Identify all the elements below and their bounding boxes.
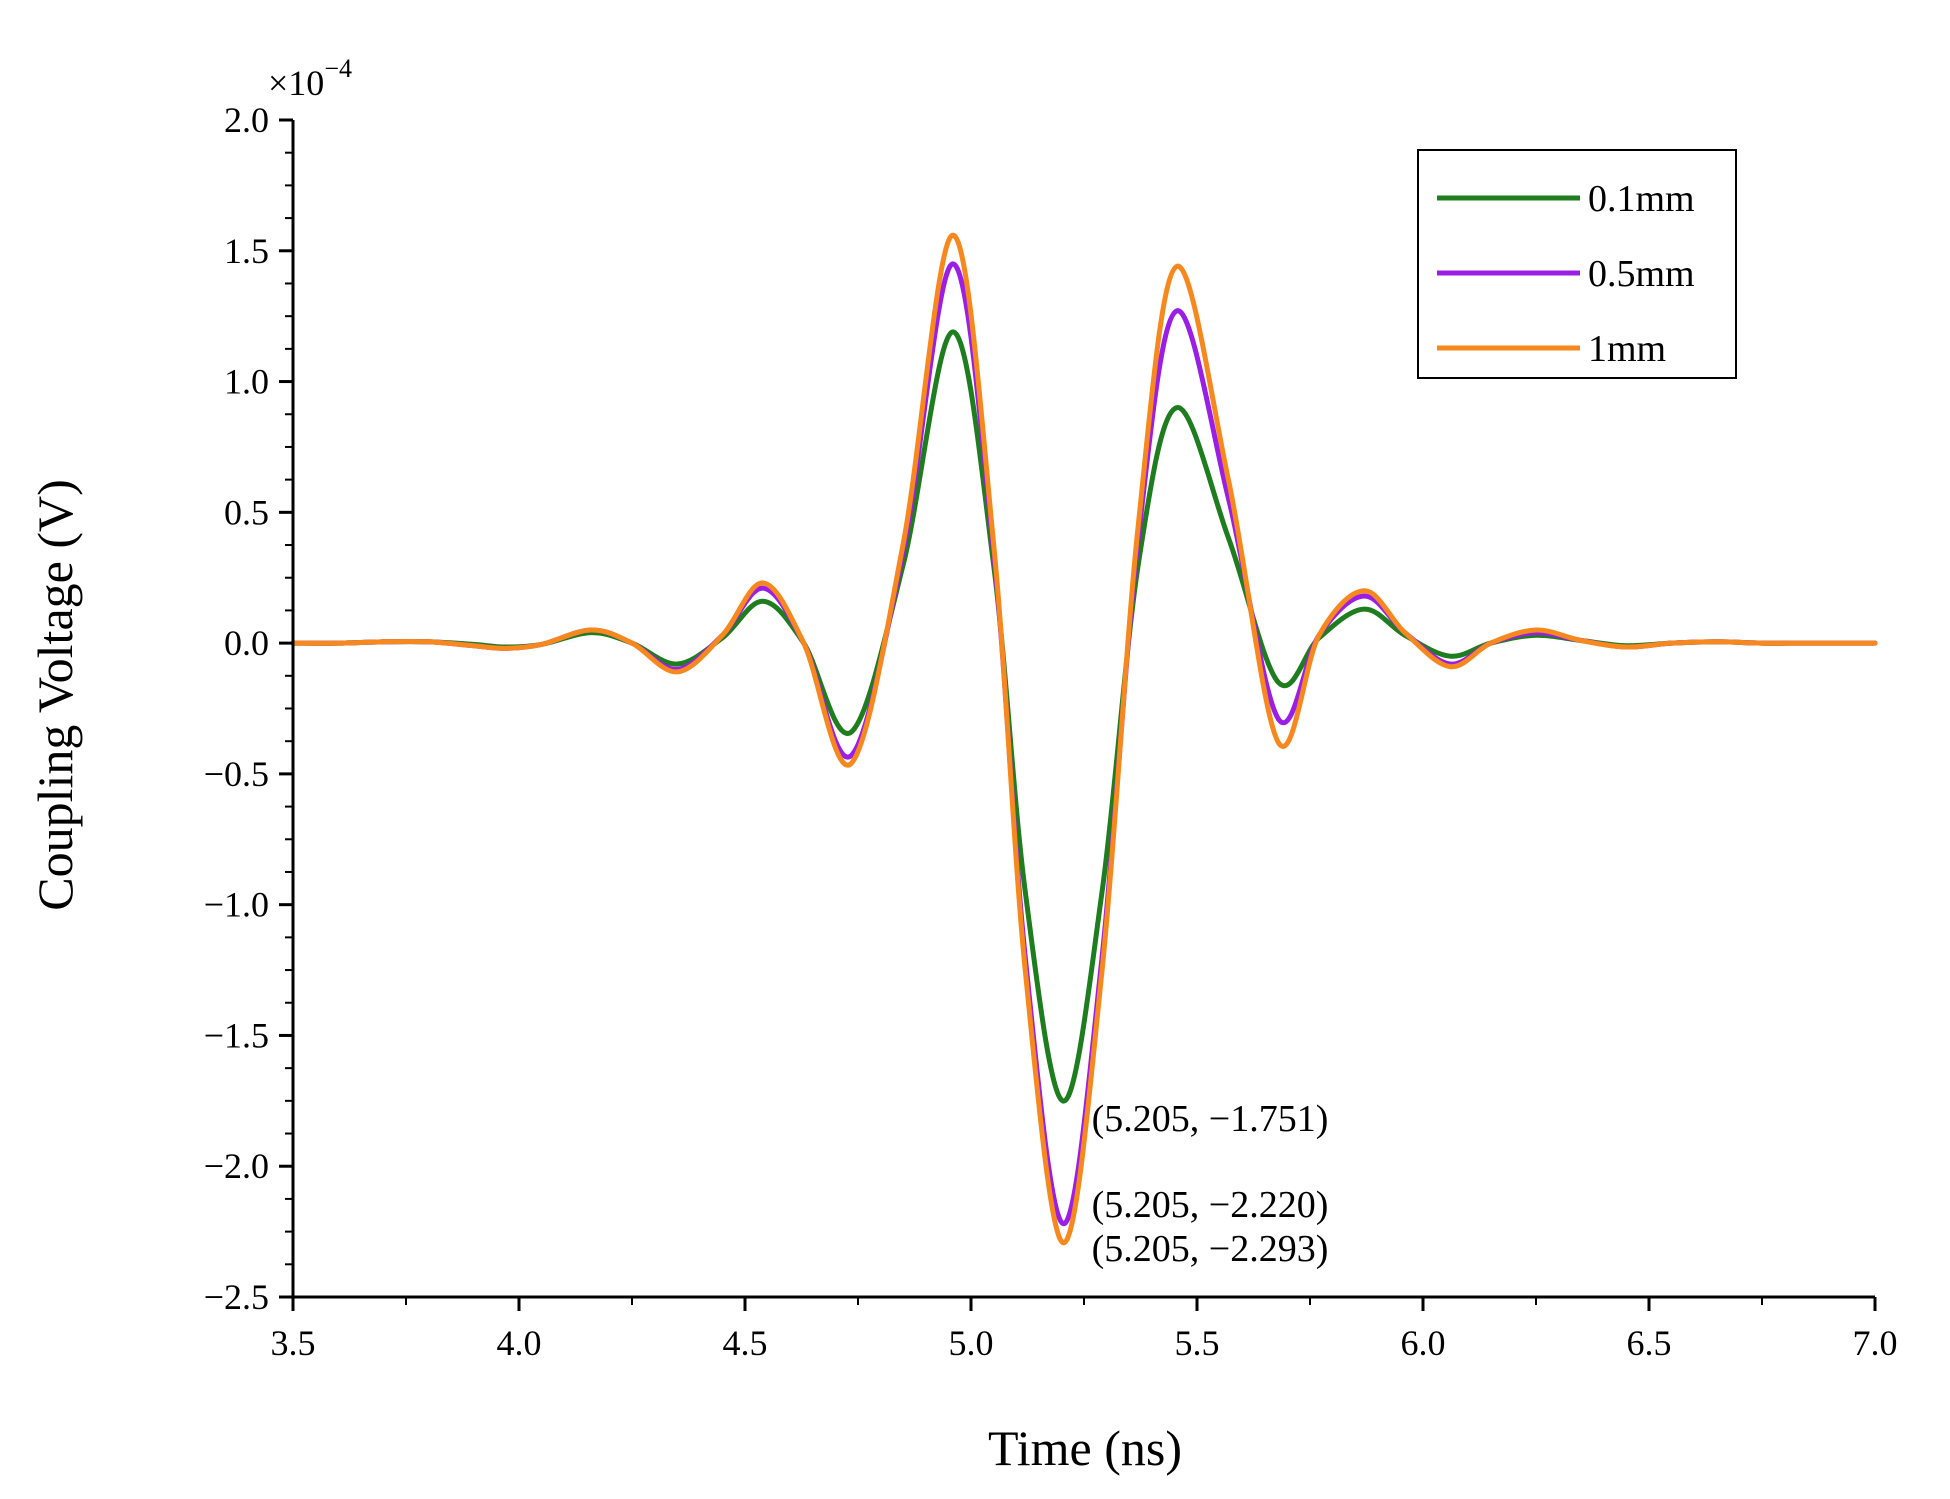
y-multiplier-base: ×10 xyxy=(268,63,324,103)
legend-box xyxy=(1417,149,1737,379)
annotation-label: (5.205, −2.220) xyxy=(1092,1184,1329,1226)
x-axis-title: Time (ns) xyxy=(988,1420,1182,1476)
x-ticks: 3.5 4.0 4.5 5.0 5.5 6.0 6.5 7.0 xyxy=(271,1297,1898,1363)
x-tick-label: 7.0 xyxy=(1853,1323,1898,1363)
y-tick-label: 1.0 xyxy=(224,362,269,402)
y-multiplier-exponent: −4 xyxy=(324,54,352,83)
y-tick-label: 1.5 xyxy=(224,231,269,271)
y-multiplier: ×10−4 xyxy=(268,54,352,103)
x-tick-label: 6.0 xyxy=(1401,1323,1446,1363)
y-tick-label: 2.0 xyxy=(224,100,269,140)
y-ticks: 2.0 1.5 1.0 0.5 0.0 −0.5 −1.0 −1.5 −2.0 −2.5 xyxy=(204,100,293,1317)
annotation-label: (5.205, −1.751) xyxy=(1092,1098,1329,1140)
y-tick-label: −1.0 xyxy=(204,885,269,925)
series-line-1mm xyxy=(290,232,1878,1246)
legend-label-0.1mm: 0.1mm xyxy=(1588,178,1695,220)
legend-label-1mm: 1mm xyxy=(1588,328,1666,370)
legend-label-0.5mm: 0.5mm xyxy=(1588,253,1695,295)
y-tick-label: 0.5 xyxy=(224,492,269,532)
x-tick-label: 3.5 xyxy=(271,1323,316,1363)
x-tick-label: 6.5 xyxy=(1627,1323,1672,1363)
y-tick-label: −2.0 xyxy=(204,1146,269,1186)
y-tick-label: −0.5 xyxy=(204,754,269,794)
annotation-label: (5.205, −2.293) xyxy=(1092,1228,1329,1270)
y-tick-label: −1.5 xyxy=(204,1015,269,1055)
x-tick-label: 5.5 xyxy=(1175,1323,1220,1363)
y-tick-label: 0.0 xyxy=(224,623,269,663)
series-lines xyxy=(290,232,1878,1246)
y-tick-label: −2.5 xyxy=(204,1277,269,1317)
x-tick-label: 5.0 xyxy=(949,1323,994,1363)
y-axis-title: Coupling Voltage (V) xyxy=(27,479,83,910)
x-tick-label: 4.5 xyxy=(723,1323,768,1363)
annotations: (5.205, −1.751) (5.205, −2.220)(5.205, −2… xyxy=(1092,1098,1329,1270)
series-line-0.5mm xyxy=(290,261,1878,1227)
axes: 2.0 1.5 1.0 0.5 0.0 −0.5 −1.0 −1.5 −2.0 −2.5 3.5 4… xyxy=(204,100,1898,1363)
legend: 0.1mm 0.5mm 1mm xyxy=(1417,149,1737,379)
x-tick-label: 4.0 xyxy=(497,1323,542,1363)
series-line-0.1mm xyxy=(290,329,1878,1104)
